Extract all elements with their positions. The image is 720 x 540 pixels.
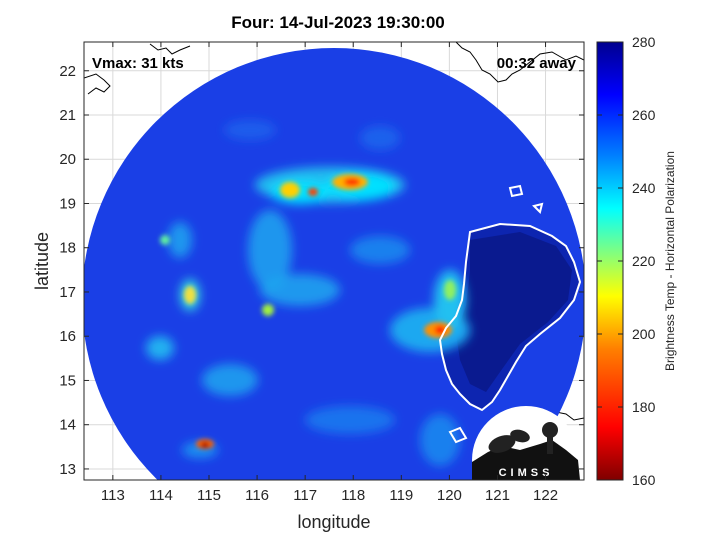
- convective-cores: [160, 174, 456, 449]
- plot-title: Four: 14-Jul-2023 19:30:00: [231, 13, 445, 32]
- time-away-label: 00:32 away: [497, 55, 577, 72]
- y-axis-label: latitude: [32, 232, 52, 290]
- map-axes: CIMSS 113 114 115 116 117 118 119 120 121 122 13 14…: [59, 41, 585, 504]
- y-tick-label: 20: [59, 151, 76, 168]
- x-tick-label: 122: [533, 487, 558, 504]
- logo-dish-icon-2: [510, 429, 530, 443]
- colorbar-tick-label: 160: [632, 472, 656, 488]
- land-luzon-interior: [456, 232, 572, 392]
- x-tick-label: 115: [197, 487, 221, 504]
- x-tick-label: 113: [101, 487, 125, 504]
- map-layers: CIMSS: [84, 42, 584, 480]
- colorbar-tick-label: 220: [632, 253, 656, 269]
- logo-tower-icon: [547, 434, 553, 454]
- vmax-label: Vmax: 31 kts: [92, 55, 184, 72]
- coastline-islet-2: [532, 202, 544, 214]
- coastline-mindoro: [448, 426, 468, 444]
- coastline-luzon: [438, 222, 582, 412]
- y-tick-label: 15: [59, 372, 76, 389]
- y-tick-label: 13: [59, 461, 76, 478]
- x-tick-label: 121: [485, 487, 510, 504]
- plot-frame: [83, 41, 585, 481]
- y-tick-label: 18: [59, 240, 76, 257]
- x-axis-label: longitude: [297, 512, 370, 532]
- coastline-ne: [455, 42, 584, 83]
- logo-text: CIMSS: [499, 467, 554, 479]
- microwave-swath: [84, 48, 584, 480]
- y-tick-label: 22: [59, 63, 76, 80]
- colorbar-tick-label: 200: [632, 326, 656, 342]
- colorbar-tick-label: 180: [632, 399, 656, 415]
- x-tick-label: 120: [437, 487, 462, 504]
- colorbar-label: Brightness Temp - Horizontal Polarizatio…: [663, 151, 677, 371]
- y-tick-label: 14: [59, 417, 76, 434]
- logo-tower-top-icon: [542, 422, 558, 438]
- y-tick-label: 16: [59, 328, 76, 345]
- coastline-nw: [84, 73, 111, 95]
- colorbar: 280 260 240 220 200 180 160 Brightness Temp - …: [596, 34, 677, 488]
- cimss-logo: CIMSS: [472, 406, 580, 480]
- logo-dish-icon: [488, 435, 516, 453]
- x-tick-label: 118: [341, 487, 365, 504]
- colorbar-tick-label: 240: [632, 180, 656, 196]
- colorbar-tick-label: 260: [632, 107, 656, 123]
- coastline-north: [149, 43, 191, 55]
- coastline-islet: [508, 184, 524, 198]
- axis-ticks: 113 114 115 116 117 118 119 120 121 122 13 14 15 16 17…: [59, 42, 584, 504]
- y-tick-label: 21: [59, 107, 76, 124]
- x-tick-label: 116: [245, 487, 269, 504]
- y-tick-label: 19: [59, 195, 76, 212]
- colorbar-tick-label: 280: [632, 34, 656, 50]
- x-tick-label: 119: [389, 487, 413, 504]
- colorbar-ticks: 280 260 240 220 200 180 160: [597, 34, 656, 488]
- x-tick-label: 114: [149, 487, 173, 504]
- y-tick-label: 17: [59, 284, 76, 301]
- x-tick-label: 117: [293, 487, 317, 504]
